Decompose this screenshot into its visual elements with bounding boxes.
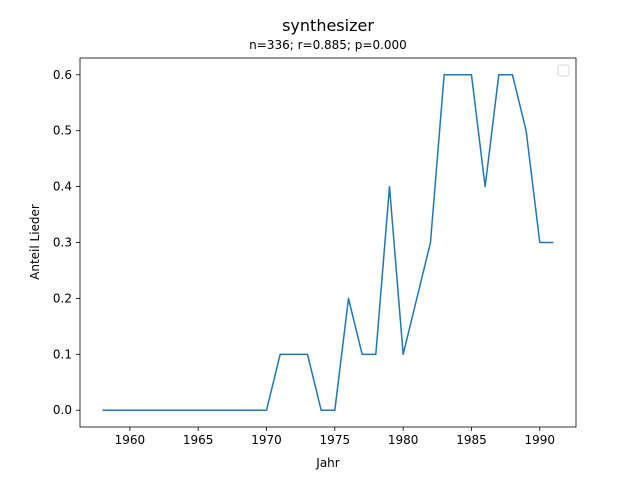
y-tick-label: 0.0 <box>53 403 72 417</box>
x-tick-label: 1975 <box>320 433 351 447</box>
x-axis-label: Jahr <box>315 456 339 470</box>
chart-title: synthesizer <box>282 16 374 35</box>
y-tick-label: 0.2 <box>53 291 72 305</box>
x-tick-label: 1980 <box>388 433 419 447</box>
x-tick-label: 1960 <box>115 433 146 447</box>
y-tick-label: 0.3 <box>53 236 72 250</box>
x-tick-label: 1970 <box>251 433 282 447</box>
x-axis-ticks: 1960 1965 1970 1975 1980 1985 1990 <box>115 427 555 447</box>
y-tick-label: 0.1 <box>53 347 72 361</box>
y-axis-ticks: 0.0 0.1 0.2 0.3 0.4 0.5 0.6 <box>53 68 80 417</box>
y-tick-label: 0.6 <box>53 68 72 82</box>
y-tick-label: 0.5 <box>53 124 72 138</box>
plot-frame <box>80 58 576 427</box>
series-line-0 <box>103 75 554 410</box>
chart-subtitle: n=336; r=0.885; p=0.000 <box>249 38 407 52</box>
legend-box <box>558 65 569 76</box>
x-tick-label: 1990 <box>525 433 556 447</box>
y-axis-label: Anteil Lieder <box>28 204 42 280</box>
x-tick-label: 1965 <box>183 433 214 447</box>
x-tick-label: 1985 <box>456 433 487 447</box>
series-layer <box>103 75 554 410</box>
y-tick-label: 0.4 <box>53 180 72 194</box>
